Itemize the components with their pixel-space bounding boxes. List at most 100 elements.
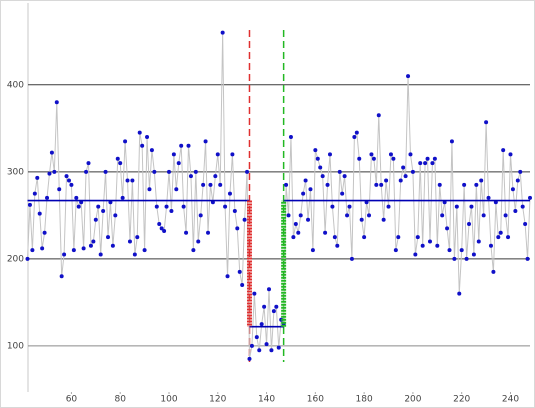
data-point — [162, 229, 167, 234]
data-point — [469, 204, 474, 209]
data-point — [445, 226, 450, 231]
data-point — [84, 169, 89, 174]
data-point — [362, 235, 367, 240]
x-tick-label: 80 — [114, 395, 126, 405]
data-point — [327, 152, 332, 157]
data-point — [169, 208, 174, 213]
data-point — [413, 252, 418, 257]
data-point — [391, 156, 396, 161]
data-point — [501, 148, 506, 153]
data-point — [208, 182, 213, 187]
data-point — [313, 148, 318, 153]
data-point — [510, 187, 515, 192]
data-point — [452, 256, 457, 261]
data-point — [367, 213, 372, 218]
y-tick-label: 400 — [7, 80, 24, 90]
data-point — [359, 217, 364, 222]
y-tick-label: 200 — [7, 254, 24, 264]
data-point — [427, 239, 432, 244]
data-point — [69, 182, 74, 187]
data-point — [101, 208, 106, 213]
data-point — [252, 291, 257, 296]
data-point — [515, 178, 520, 183]
data-point — [447, 248, 452, 253]
data-point — [220, 30, 225, 35]
data-point — [310, 248, 315, 253]
data-point — [174, 187, 179, 192]
data-point — [332, 235, 337, 240]
data-point — [388, 152, 393, 157]
data-point — [103, 169, 108, 174]
x-tick-label: 220 — [453, 395, 470, 405]
data-point — [145, 135, 150, 140]
data-point — [393, 248, 398, 253]
data-point — [157, 222, 162, 227]
data-point — [457, 291, 462, 296]
data-point — [45, 195, 50, 200]
data-point — [98, 252, 103, 257]
x-tick-label: 140 — [258, 395, 275, 405]
data-point — [64, 174, 69, 179]
data-point — [247, 356, 252, 361]
data-point — [374, 182, 379, 187]
data-point — [440, 213, 445, 218]
data-point — [430, 161, 435, 166]
data-point — [284, 182, 289, 187]
data-point — [91, 239, 96, 244]
data-point — [437, 182, 442, 187]
data-point — [57, 187, 62, 192]
data-point — [288, 135, 293, 140]
data-point — [196, 239, 201, 244]
data-point — [518, 169, 523, 174]
data-point — [181, 204, 186, 209]
data-point — [171, 152, 176, 157]
data-point — [106, 235, 111, 240]
data-point — [488, 243, 493, 248]
data-point — [76, 204, 81, 209]
data-point — [242, 217, 247, 222]
data-point — [149, 148, 154, 153]
data-point — [345, 213, 350, 218]
data-point — [120, 195, 125, 200]
data-point — [352, 135, 357, 140]
data-point — [376, 113, 381, 118]
data-point — [54, 100, 59, 105]
data-point — [59, 274, 64, 279]
data-point — [125, 178, 130, 183]
data-point — [474, 182, 479, 187]
data-point — [306, 217, 311, 222]
y-tick-label: 300 — [7, 167, 24, 177]
data-point — [132, 252, 137, 257]
data-point — [135, 235, 140, 240]
data-point — [337, 169, 342, 174]
data-point — [118, 161, 123, 166]
data-point — [506, 235, 511, 240]
data-point — [159, 226, 164, 231]
data-point — [508, 152, 513, 157]
data-point — [93, 217, 98, 222]
data-point — [130, 178, 135, 183]
data-point — [318, 165, 323, 170]
x-tick-label: 60 — [66, 395, 78, 405]
data-point — [269, 348, 274, 353]
data-point — [418, 161, 423, 166]
data-point — [25, 256, 30, 261]
data-point — [218, 182, 223, 187]
data-point — [432, 156, 437, 161]
data-point — [403, 174, 408, 179]
data-point — [176, 161, 181, 166]
data-point — [479, 178, 484, 183]
data-point — [249, 343, 254, 348]
data-point — [223, 204, 228, 209]
data-point — [323, 230, 328, 235]
data-point — [340, 191, 345, 196]
data-point — [140, 143, 145, 148]
data-point — [203, 139, 208, 144]
data-point — [420, 243, 425, 248]
data-point — [386, 204, 391, 209]
data-point — [35, 175, 40, 180]
data-point — [49, 150, 54, 155]
x-tick-label: 240 — [502, 395, 519, 405]
data-point — [193, 169, 198, 174]
data-point — [398, 178, 403, 183]
